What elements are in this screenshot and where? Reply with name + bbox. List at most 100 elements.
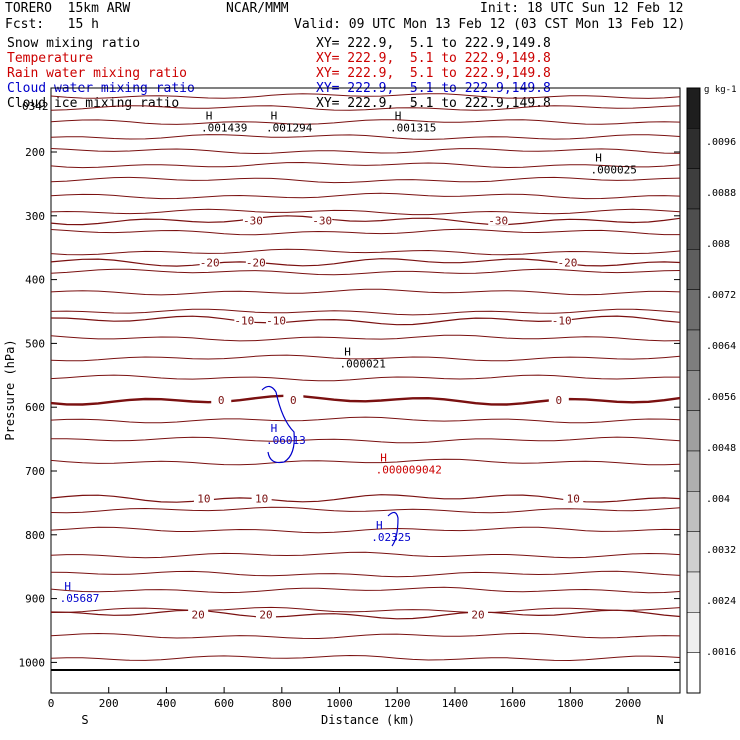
- colorbar-cell: [686, 329, 701, 371]
- colorbar-tick-label: .0016: [706, 647, 736, 658]
- temperature-label: -10: [266, 314, 286, 327]
- plot-frame: [50, 87, 681, 694]
- y-tick-label: 600: [25, 401, 45, 414]
- mixing-ratio-contour: [50, 134, 681, 140]
- legend-xy: XY= 222.9, 5.1 to 222.9,149.8: [316, 36, 551, 51]
- init-time: Init: 18 UTC Sun 12 Feb 12: [480, 1, 684, 16]
- forecast-hour: Fcst: 15 h: [5, 17, 99, 32]
- colorbar-tick-label: .004: [706, 494, 730, 505]
- contour-label-bg: [551, 314, 572, 326]
- extremum-h-marker: H: [271, 422, 278, 435]
- x-axis-title: Distance (km): [321, 713, 415, 727]
- colorbar-tick-label: .0088: [706, 188, 736, 199]
- cloud-water-contour: [387, 511, 399, 547]
- south-label: S: [81, 713, 88, 727]
- colorbar-cell: [686, 652, 701, 694]
- upper-left-value: 0342: [22, 100, 49, 113]
- y-tick-label: 900: [25, 593, 45, 606]
- temperature-label: -20: [246, 256, 266, 269]
- contour-label-bg: [188, 608, 209, 620]
- mixing-ratio-contour: [50, 374, 680, 382]
- x-tick-label: 0: [48, 697, 55, 710]
- temperature-label: 20: [471, 609, 484, 622]
- colorbar-cell: [686, 410, 701, 452]
- temperature-label: 0: [218, 394, 225, 407]
- contour-label-bg: [255, 608, 276, 620]
- contour-label-bg: [548, 394, 569, 406]
- contour-label-bg: [283, 394, 304, 406]
- mixing-ratio-contour: [50, 148, 681, 155]
- contour-label-bg: [211, 394, 232, 406]
- temperature-label: -30: [488, 214, 508, 227]
- temperature-contour: [50, 258, 681, 267]
- x-tick-label: 800: [272, 697, 292, 710]
- temperature-contour: [50, 394, 681, 406]
- mixing-ratio-contour: [50, 354, 681, 362]
- y-tick-label: 200: [25, 146, 45, 159]
- colorbar-cell: [686, 370, 701, 411]
- mixing-ratio-contour: [50, 334, 681, 342]
- colorbar-tick-label: .0096: [706, 137, 736, 148]
- temperature-label: 0: [290, 394, 297, 407]
- mixing-ratio-contour: [50, 654, 681, 662]
- x-tick-label: 1600: [499, 697, 526, 710]
- colorbar-frame: [686, 87, 701, 694]
- temperature-contour: [50, 609, 681, 620]
- legend-label: Temperature: [7, 51, 94, 66]
- extremum-value: .05687: [60, 592, 100, 605]
- mixing-ratio-contour: [50, 506, 681, 514]
- x-tick-label: 1200: [384, 697, 411, 710]
- mixing-ratio-contour: [50, 436, 681, 444]
- extremum-h-marker: H: [271, 110, 278, 123]
- mixing-ratio-contour: [50, 105, 681, 111]
- x-tick-label: 1800: [557, 697, 584, 710]
- colorbar-tick-label: .0048: [706, 443, 736, 454]
- temperature-label: -30: [312, 214, 332, 227]
- colorbar-cell: [686, 491, 701, 532]
- temperature-label: 20: [192, 609, 205, 622]
- extremum-h-marker: H: [380, 452, 387, 465]
- mixing-ratio-contour: [50, 458, 681, 466]
- colorbar-cell: [686, 450, 701, 492]
- x-tick-label: 1000: [326, 697, 353, 710]
- extremum-h-marker: H: [395, 110, 402, 123]
- mixing-ratio-contour: [50, 308, 681, 316]
- mixing-ratio-contour: [50, 161, 681, 169]
- valid-time: Valid: 09 UTC Mon 13 Feb 12 (03 CST Mon …: [294, 17, 686, 32]
- contour-label-bg: [199, 256, 220, 268]
- extremum-h-marker: H: [376, 519, 383, 532]
- extremum-value: .001315: [390, 122, 436, 135]
- y-tick-label: 300: [25, 210, 45, 223]
- y-tick-label: 700: [25, 465, 45, 478]
- contour-label-bg: [245, 256, 266, 268]
- contour-label-bg: [242, 214, 263, 226]
- contour-label-bg: [193, 492, 214, 504]
- contour-label-bg: [251, 492, 272, 504]
- contour-label-bg: [488, 214, 509, 226]
- mixing-ratio-contour: [50, 192, 681, 200]
- y-axis-title: Pressure (hPa): [3, 339, 17, 440]
- colorbar-cell: [686, 208, 701, 250]
- temperature-contour: [50, 494, 681, 503]
- legend-xy: XY= 222.9, 5.1 to 222.9,149.8: [316, 66, 551, 81]
- mixing-ratio-contour: [50, 176, 681, 184]
- mixing-ratio-contour: [50, 248, 681, 256]
- temperature-label: -20: [558, 256, 578, 269]
- colorbar-tick-label: .0024: [706, 596, 736, 607]
- north-label: N: [656, 713, 663, 727]
- x-tick-label: 200: [99, 697, 119, 710]
- mixing-ratio-contour: [50, 268, 681, 276]
- temperature-contour: [50, 315, 681, 326]
- extremum-value: .001294: [266, 122, 313, 135]
- contour-label-bg: [234, 314, 255, 326]
- extremum-value: .000021: [340, 358, 386, 371]
- colorbar-cell: [686, 289, 701, 331]
- mixing-ratio-contour: [50, 416, 681, 424]
- contour-label-bg: [312, 214, 333, 226]
- y-tick-label: 500: [25, 337, 45, 350]
- temperature-label: -10: [234, 314, 254, 327]
- colorbar-cell: [686, 249, 701, 290]
- colorbar-tick-label: .008: [706, 239, 730, 250]
- extremum-h-marker: H: [344, 346, 351, 359]
